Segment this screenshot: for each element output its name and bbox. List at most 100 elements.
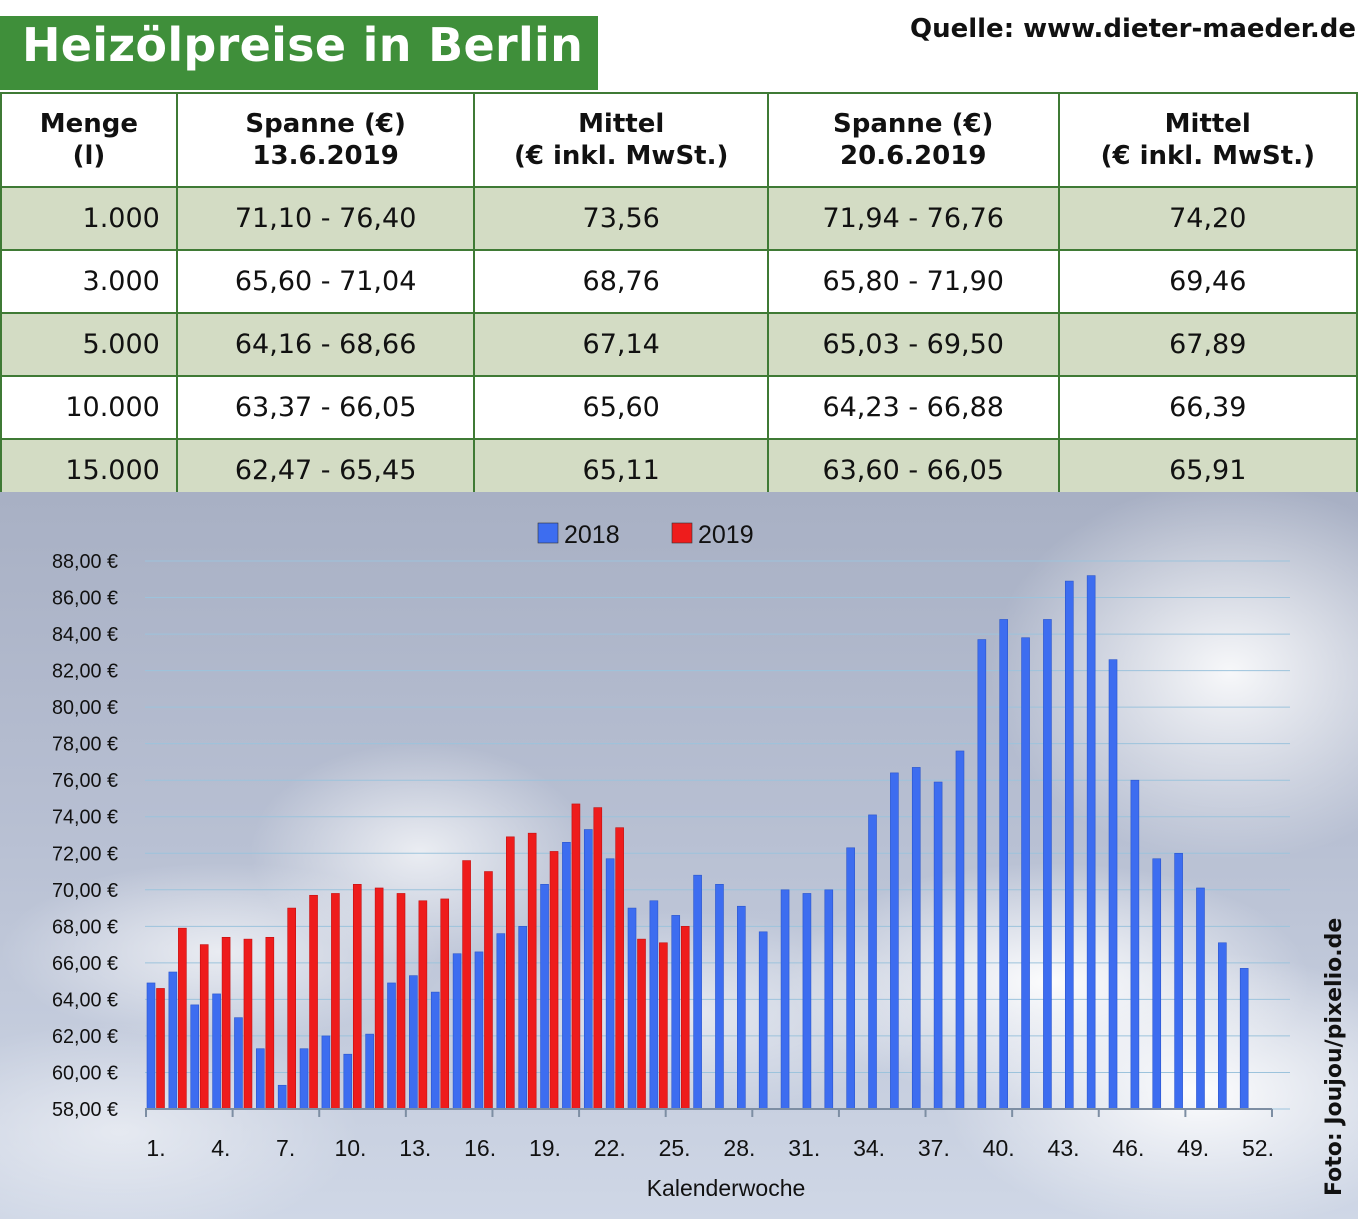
legend-label-2018: 2018 bbox=[564, 521, 620, 549]
x-tick-label: 13. bbox=[399, 1135, 431, 1161]
x-tick-label: 16. bbox=[464, 1135, 496, 1161]
x-axis-title: Kalenderwoche bbox=[647, 1175, 806, 1201]
bar-2018 bbox=[518, 926, 527, 1110]
bar-2018 bbox=[277, 1084, 287, 1110]
bar-2018 bbox=[649, 900, 659, 1110]
bar-2018 bbox=[955, 750, 965, 1110]
bar-2019 bbox=[331, 893, 340, 1110]
bar-2018 bbox=[365, 1033, 374, 1110]
x-tick-label: 40. bbox=[983, 1135, 1015, 1161]
x-tick-label: 34. bbox=[853, 1135, 885, 1161]
bar-2019 bbox=[549, 851, 559, 1110]
bar-2019 bbox=[287, 907, 296, 1110]
bar-2018 bbox=[168, 971, 178, 1110]
cell-menge: 3.000 bbox=[0, 249, 178, 314]
header-mittel-1: Mittel (€ inkl. MwSt.) bbox=[473, 92, 769, 188]
y-tick-label: 62,00 € bbox=[52, 1026, 118, 1048]
x-tick-label: 7. bbox=[276, 1135, 295, 1161]
bar-2018 bbox=[824, 889, 834, 1110]
bar-2018 bbox=[933, 781, 943, 1110]
table-header-row: Menge (l) Spanne (€) 13.6.2019 Mittel (€ in… bbox=[0, 92, 1358, 188]
bar-2018 bbox=[1108, 659, 1118, 1110]
bar-2018 bbox=[1218, 942, 1227, 1110]
bar-2019 bbox=[571, 803, 581, 1110]
cell-mittel-1: 65,60 bbox=[473, 375, 769, 440]
x-tick-label: 49. bbox=[1177, 1135, 1209, 1161]
x-tick-label: 31. bbox=[788, 1135, 820, 1161]
y-tick-label: 86,00 € bbox=[52, 588, 118, 610]
cell-mittel-2: 74,20 bbox=[1057, 186, 1358, 251]
bar-2019 bbox=[680, 926, 690, 1110]
header-menge: Menge (l) bbox=[0, 92, 178, 188]
x-tick-label: 1. bbox=[146, 1135, 165, 1161]
x-tick-label: 22. bbox=[594, 1135, 626, 1161]
bar-2018 bbox=[234, 1017, 243, 1110]
y-tick-label: 66,00 € bbox=[52, 953, 118, 975]
bar-2018 bbox=[1043, 619, 1052, 1110]
bar-2018 bbox=[1021, 637, 1030, 1110]
cell-spanne-2: 64,23 - 66,88 bbox=[766, 375, 1060, 440]
bar-2019 bbox=[243, 938, 253, 1110]
table-row: 5.000 64,16 - 68,66 67,14 65,03 - 69,50 … bbox=[0, 312, 1358, 377]
legend-swatch-2018 bbox=[537, 522, 559, 544]
cell-menge: 5.000 bbox=[0, 312, 178, 377]
bar-2018 bbox=[256, 1048, 265, 1110]
bar-2018 bbox=[146, 982, 156, 1110]
bar-2019 bbox=[615, 827, 624, 1110]
header-spanne-1: Spanne (€) 13.6.2019 bbox=[175, 92, 476, 188]
bar-2018 bbox=[321, 1035, 331, 1110]
cell-spanne-2: 71,94 - 76,76 bbox=[766, 186, 1060, 251]
table-row: 3.000 65,60 - 71,04 68,76 65,80 - 71,90 … bbox=[0, 249, 1358, 314]
cell-spanne-2: 65,03 - 69,50 bbox=[766, 312, 1060, 377]
y-tick-label: 80,00 € bbox=[52, 697, 118, 719]
bar-2019 bbox=[593, 807, 603, 1110]
source-note: Quelle: www.dieter-maeder.de bbox=[909, 14, 1356, 44]
y-tick-label: 68,00 € bbox=[52, 916, 118, 938]
legend-label-2019: 2019 bbox=[698, 521, 754, 549]
bar-2019 bbox=[462, 860, 471, 1110]
bar-2019 bbox=[352, 884, 362, 1110]
bar-2018 bbox=[1130, 779, 1140, 1110]
bar-2018 bbox=[343, 1053, 353, 1110]
bar-2018 bbox=[846, 847, 855, 1110]
x-tick-label: 43. bbox=[1048, 1135, 1080, 1161]
bar-2019 bbox=[440, 898, 450, 1110]
y-tick-label: 58,00 € bbox=[52, 1099, 118, 1121]
bar-2019 bbox=[156, 988, 165, 1110]
y-tick-label: 60,00 € bbox=[52, 1062, 118, 1084]
cell-spanne-1: 63,37 - 66,05 bbox=[175, 375, 476, 440]
cell-spanne-1: 62,47 - 65,45 bbox=[175, 438, 476, 503]
bar-2019 bbox=[506, 836, 515, 1110]
x-tick-label: 4. bbox=[211, 1135, 230, 1161]
bar-2019 bbox=[527, 832, 537, 1110]
bar-2019 bbox=[659, 942, 668, 1110]
y-tick-label: 88,00 € bbox=[52, 551, 118, 573]
bar-2018 bbox=[671, 915, 681, 1110]
x-tick-label: 10. bbox=[334, 1135, 366, 1161]
chart-area: 58,00 € 60,00 € 62,00 € 64,00 € 66,00 € 68,00… bbox=[0, 492, 1358, 1219]
bar-2018 bbox=[605, 858, 615, 1110]
cell-spanne-2: 65,80 - 71,90 bbox=[766, 249, 1060, 314]
bar-2018 bbox=[1086, 575, 1096, 1110]
x-tick-label: 52. bbox=[1242, 1135, 1274, 1161]
bar-2019 bbox=[199, 944, 209, 1110]
y-tick-label: 72,00 € bbox=[52, 843, 118, 865]
photo-credit: Foto: Joujou/pixelio.de bbox=[1322, 917, 1347, 1196]
bar-2018 bbox=[1239, 968, 1249, 1110]
bar-2018 bbox=[999, 619, 1008, 1110]
table-row: 10.000 63,37 - 66,05 65,60 64,23 - 66,88… bbox=[0, 375, 1358, 440]
bar-2019 bbox=[484, 871, 493, 1110]
y-tick-label: 70,00 € bbox=[52, 880, 118, 902]
bar-2018 bbox=[1064, 580, 1074, 1110]
bar-2018 bbox=[562, 842, 571, 1110]
cloud-shape bbox=[990, 492, 1358, 862]
bar-2018 bbox=[409, 975, 418, 1110]
bar-2018 bbox=[583, 829, 593, 1110]
bar-chart: 58,00 € 60,00 € 62,00 € 64,00 € 66,00 € 68,00… bbox=[0, 492, 1358, 1219]
bar-2018 bbox=[693, 874, 702, 1110]
price-table: Menge (l) Spanne (€) 13.6.2019 Mittel (€ in… bbox=[0, 92, 1358, 503]
bar-2019 bbox=[178, 927, 187, 1110]
bar-2018 bbox=[1152, 858, 1162, 1110]
y-tick-label: 64,00 € bbox=[52, 989, 118, 1011]
bar-2018 bbox=[868, 814, 877, 1110]
